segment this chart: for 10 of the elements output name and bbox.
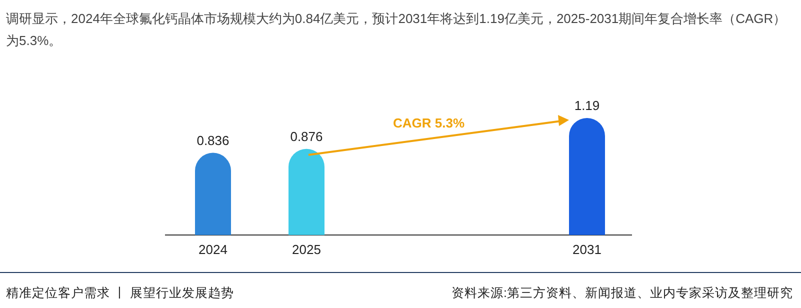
x-tick-label: 2025 (292, 242, 321, 257)
data-label: 0.836 (196, 132, 230, 148)
x-tick-label: 2024 (198, 242, 228, 257)
text: 资料来源:第三方资料、新闻报道、业内专家采访及整理研究 (452, 285, 793, 302)
text: 精准定位客户需求 丨 展望行业发展趋势 (6, 285, 234, 302)
data-label: 1.19 (574, 98, 600, 113)
annotation: CAGR 5.3% (392, 115, 465, 130)
x-tick-label: 2031 (572, 242, 602, 257)
data-label: 0.876 (290, 128, 323, 144)
chart-title: 调研显示，2024年全球氟化钙晶体市场规模大约为0.84亿美元，预计2031年将达到1.19亿美元，2025-2031期间年复合增长率（CAGR）为5.3%。 (6, 10, 788, 50)
